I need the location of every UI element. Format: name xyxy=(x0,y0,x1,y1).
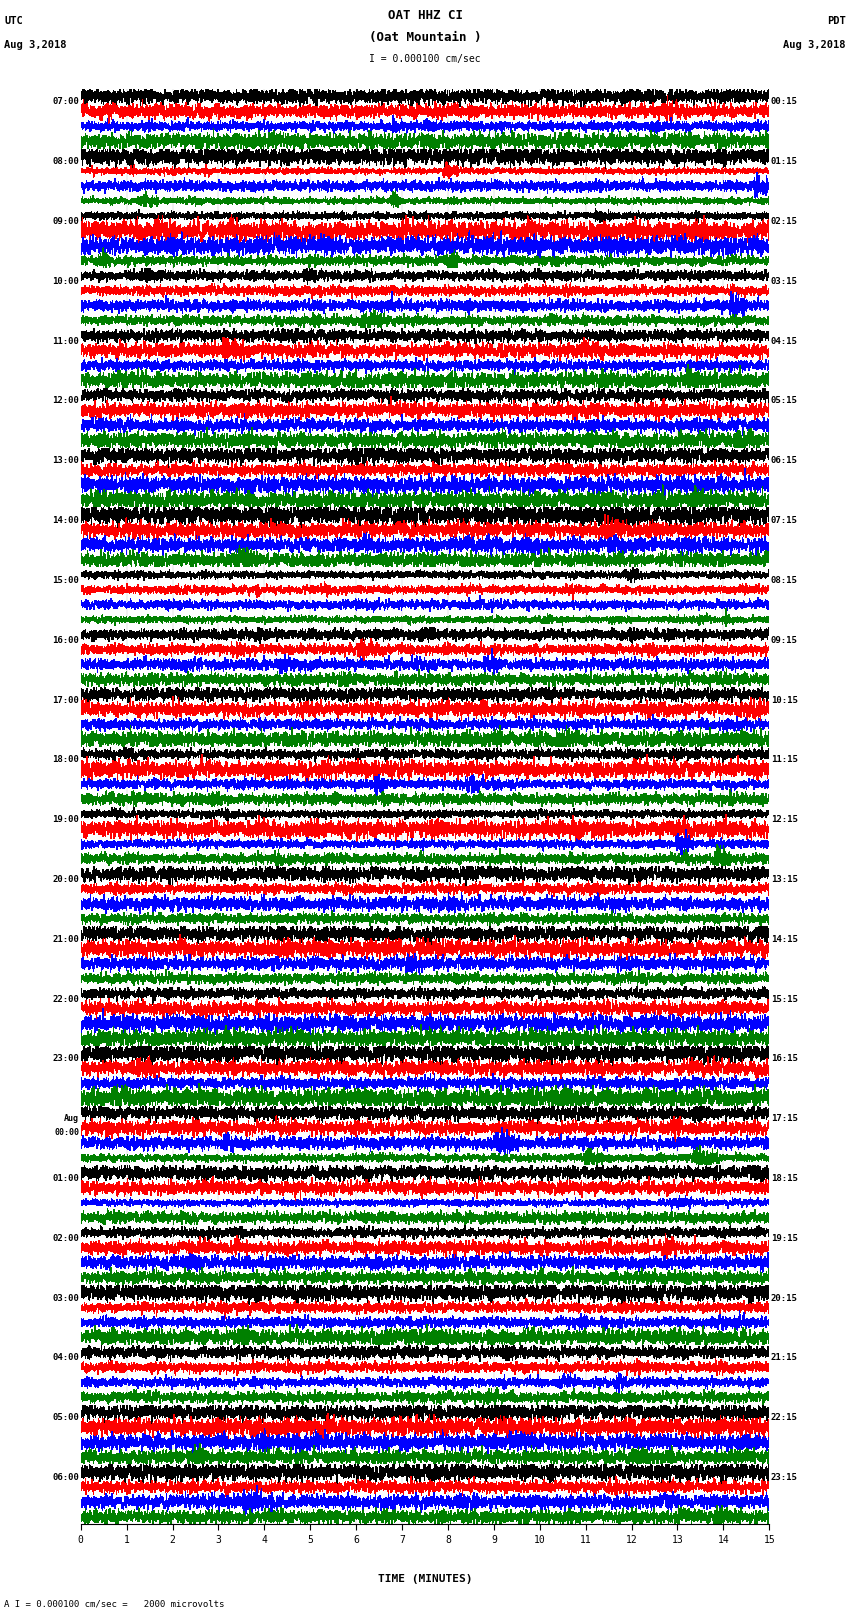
Text: UTC: UTC xyxy=(4,16,23,26)
Text: Aug: Aug xyxy=(64,1115,79,1123)
Text: Aug 3,2018: Aug 3,2018 xyxy=(783,40,846,50)
Text: I = 0.000100 cm/sec: I = 0.000100 cm/sec xyxy=(369,53,481,65)
Text: 08:00: 08:00 xyxy=(52,156,79,166)
Text: 05:15: 05:15 xyxy=(771,397,798,405)
Text: 16:15: 16:15 xyxy=(771,1055,798,1063)
Text: 03:15: 03:15 xyxy=(771,277,798,286)
Text: (Oat Mountain ): (Oat Mountain ) xyxy=(369,31,481,45)
Text: 23:15: 23:15 xyxy=(771,1473,798,1482)
Text: 13:00: 13:00 xyxy=(52,456,79,465)
Text: 22:00: 22:00 xyxy=(52,995,79,1003)
Text: 01:00: 01:00 xyxy=(52,1174,79,1182)
Text: 09:00: 09:00 xyxy=(52,218,79,226)
Text: 11:00: 11:00 xyxy=(52,337,79,345)
Text: 06:15: 06:15 xyxy=(771,456,798,465)
Text: 02:00: 02:00 xyxy=(52,1234,79,1244)
Text: 12:00: 12:00 xyxy=(52,397,79,405)
Text: 07:00: 07:00 xyxy=(52,97,79,106)
Text: 21:15: 21:15 xyxy=(771,1353,798,1363)
Text: 11:15: 11:15 xyxy=(771,755,798,765)
Text: 04:15: 04:15 xyxy=(771,337,798,345)
Text: 06:00: 06:00 xyxy=(52,1473,79,1482)
Text: 04:00: 04:00 xyxy=(52,1353,79,1363)
Text: 00:00: 00:00 xyxy=(54,1127,79,1137)
Text: 03:00: 03:00 xyxy=(52,1294,79,1303)
Text: PDT: PDT xyxy=(827,16,846,26)
Text: 07:15: 07:15 xyxy=(771,516,798,526)
Text: 22:15: 22:15 xyxy=(771,1413,798,1423)
Text: 01:15: 01:15 xyxy=(771,156,798,166)
Text: 08:15: 08:15 xyxy=(771,576,798,586)
Text: 09:15: 09:15 xyxy=(771,636,798,645)
Text: 05:00: 05:00 xyxy=(52,1413,79,1423)
Text: 19:00: 19:00 xyxy=(52,815,79,824)
Text: 02:15: 02:15 xyxy=(771,218,798,226)
Text: Aug 3,2018: Aug 3,2018 xyxy=(4,40,67,50)
Text: 18:00: 18:00 xyxy=(52,755,79,765)
Text: 10:00: 10:00 xyxy=(52,277,79,286)
Text: 17:00: 17:00 xyxy=(52,695,79,705)
Text: 00:15: 00:15 xyxy=(771,97,798,106)
Text: OAT HHZ CI: OAT HHZ CI xyxy=(388,10,462,23)
Text: 15:15: 15:15 xyxy=(771,995,798,1003)
Text: 21:00: 21:00 xyxy=(52,936,79,944)
Text: 16:00: 16:00 xyxy=(52,636,79,645)
Text: 13:15: 13:15 xyxy=(771,874,798,884)
Text: 23:00: 23:00 xyxy=(52,1055,79,1063)
Text: 14:15: 14:15 xyxy=(771,936,798,944)
Text: 18:15: 18:15 xyxy=(771,1174,798,1182)
Text: 15:00: 15:00 xyxy=(52,576,79,586)
Text: 20:15: 20:15 xyxy=(771,1294,798,1303)
Text: 12:15: 12:15 xyxy=(771,815,798,824)
Text: 10:15: 10:15 xyxy=(771,695,798,705)
Text: 20:00: 20:00 xyxy=(52,874,79,884)
Text: 17:15: 17:15 xyxy=(771,1115,798,1123)
Text: TIME (MINUTES): TIME (MINUTES) xyxy=(377,1574,473,1584)
Text: 19:15: 19:15 xyxy=(771,1234,798,1244)
Text: 14:00: 14:00 xyxy=(52,516,79,526)
Text: A I = 0.000100 cm/sec =   2000 microvolts: A I = 0.000100 cm/sec = 2000 microvolts xyxy=(4,1600,224,1608)
